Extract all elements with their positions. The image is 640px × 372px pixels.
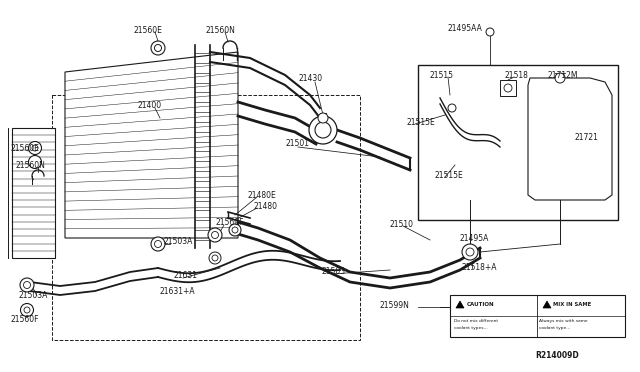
Text: 21518+A: 21518+A (462, 263, 497, 273)
Circle shape (24, 282, 31, 289)
Circle shape (211, 231, 218, 238)
Text: 21495AA: 21495AA (448, 23, 483, 32)
Text: 21430: 21430 (299, 74, 323, 83)
Text: 21501: 21501 (286, 138, 310, 148)
Polygon shape (12, 128, 55, 258)
Text: 21480: 21480 (253, 202, 277, 211)
Circle shape (29, 155, 42, 169)
Text: 21560N: 21560N (205, 26, 235, 35)
Circle shape (20, 304, 33, 317)
Circle shape (318, 113, 328, 123)
Text: 21515E: 21515E (407, 118, 436, 126)
Text: 21510: 21510 (390, 219, 414, 228)
Circle shape (151, 41, 165, 55)
Text: coolant types...: coolant types... (454, 326, 488, 330)
Circle shape (232, 227, 238, 233)
Polygon shape (456, 301, 464, 308)
Polygon shape (528, 78, 612, 200)
Text: 21631: 21631 (173, 270, 197, 279)
Circle shape (154, 241, 161, 247)
Circle shape (29, 141, 42, 154)
Polygon shape (65, 52, 238, 238)
Text: 21503: 21503 (322, 266, 346, 276)
Text: 21631+A: 21631+A (160, 286, 196, 295)
Text: 21560E: 21560E (10, 144, 39, 153)
Bar (418, 65, 618, 220)
Bar (500, 80, 516, 96)
Circle shape (24, 307, 30, 313)
Circle shape (209, 252, 221, 264)
Circle shape (462, 244, 478, 260)
Text: 21515: 21515 (430, 71, 454, 80)
Text: R214009D: R214009D (535, 350, 579, 359)
Text: CAUTION: CAUTION (467, 301, 495, 307)
Circle shape (504, 84, 512, 92)
Text: Always mix with same: Always mix with same (539, 319, 588, 323)
Text: 21515E: 21515E (435, 170, 464, 180)
Bar (450, 295, 625, 337)
Text: coolant type...: coolant type... (539, 326, 570, 330)
Text: 21518: 21518 (505, 71, 529, 80)
Text: 21495A: 21495A (460, 234, 490, 243)
Circle shape (208, 228, 222, 242)
Circle shape (555, 73, 565, 83)
Text: Do not mix different: Do not mix different (454, 319, 498, 323)
Circle shape (212, 255, 218, 261)
Circle shape (466, 248, 474, 256)
Text: 21721: 21721 (575, 132, 599, 141)
Circle shape (154, 45, 161, 51)
Polygon shape (543, 301, 551, 308)
Circle shape (20, 278, 34, 292)
Text: 21560F: 21560F (10, 315, 38, 324)
Circle shape (309, 116, 337, 144)
Circle shape (151, 237, 165, 251)
Circle shape (229, 224, 241, 236)
Circle shape (32, 145, 38, 151)
Text: 21599N: 21599N (380, 301, 410, 310)
Text: 21503A: 21503A (18, 292, 47, 301)
Text: 21560E: 21560E (133, 26, 162, 35)
Text: 21560N: 21560N (15, 160, 45, 170)
Text: 21560F: 21560F (215, 218, 243, 227)
Circle shape (315, 122, 331, 138)
Circle shape (448, 104, 456, 112)
Circle shape (486, 28, 494, 36)
Text: 21400: 21400 (138, 100, 162, 109)
Text: 21503A: 21503A (163, 237, 193, 246)
Text: MIX IN SAME: MIX IN SAME (553, 301, 591, 307)
Text: 21480E: 21480E (247, 190, 276, 199)
Text: 21712M: 21712M (548, 71, 579, 80)
